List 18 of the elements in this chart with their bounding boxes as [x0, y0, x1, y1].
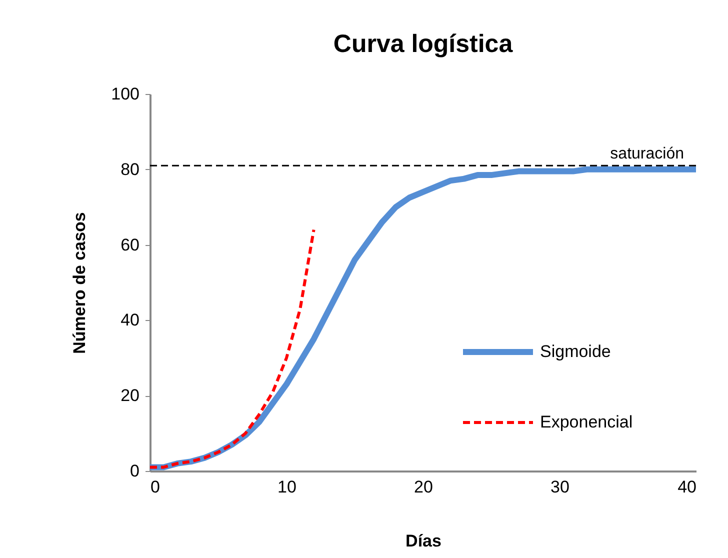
y-tick-label: 60: [120, 235, 140, 254]
x-tick-label: 40: [678, 478, 696, 496]
y-axis-title: Número de casos: [70, 212, 90, 354]
legend-label: Exponencial: [540, 412, 633, 432]
y-tick-label: 0: [130, 462, 140, 480]
y-tick-label: 100: [111, 84, 140, 104]
line-series: [148, 228, 316, 469]
x-tick-label: 10: [278, 478, 296, 496]
x-tick-label: 30: [550, 478, 570, 496]
x-tick-label: 20: [414, 478, 433, 496]
chart-title: Curva logística: [333, 30, 514, 58]
legend-label: Sigmoide: [540, 342, 611, 361]
ref-line-label: saturación: [610, 146, 684, 163]
y-tick-label: 40: [120, 310, 140, 330]
x-axis-title: Días: [406, 532, 442, 550]
y-tick-label: 80: [120, 160, 140, 179]
y-tick-label: 20: [120, 386, 140, 406]
x-tick-label: 0: [150, 478, 160, 496]
